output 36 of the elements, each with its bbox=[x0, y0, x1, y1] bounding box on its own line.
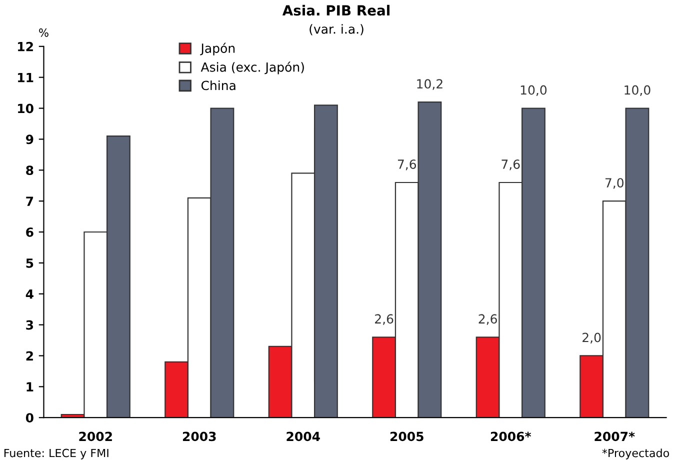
y-tick-label: 0 bbox=[26, 413, 34, 423]
legend-label: Asia (exc. Japón) bbox=[200, 62, 304, 74]
y-tick-label: 3 bbox=[26, 320, 34, 330]
legend-label: China bbox=[201, 80, 236, 90]
text: *Proyectado bbox=[602, 448, 670, 460]
x-tick-label: 2003 bbox=[182, 432, 216, 442]
data-label: 10,0 bbox=[520, 85, 547, 96]
x-tick-label: 2005 bbox=[390, 432, 424, 442]
y-tick-label: 2 bbox=[26, 351, 33, 360]
source-note: Fuente: LECE y FMI bbox=[4, 448, 108, 460]
data-label: 2,6 bbox=[375, 314, 394, 325]
y-tick-label: 9 bbox=[26, 134, 34, 144]
y-axis-title: % bbox=[39, 28, 48, 37]
data-label: 2,0 bbox=[582, 332, 601, 344]
y-tick-label: 10 bbox=[18, 104, 34, 114]
y-tick-label: 7 bbox=[26, 196, 34, 206]
legend-label: Japón bbox=[200, 42, 235, 56]
y-tick-label: 8 bbox=[26, 166, 34, 176]
data-label: 10,0 bbox=[624, 85, 650, 96]
data-label: 2,6 bbox=[478, 314, 497, 325]
x-tick-label: 2004 bbox=[286, 432, 320, 442]
chart-subtitle: (var. i.a.) bbox=[310, 24, 364, 36]
x-tick-label: 2002 bbox=[79, 432, 112, 442]
y-tick-label: 5 bbox=[26, 258, 34, 268]
x-tick-label: 2006* bbox=[490, 432, 532, 442]
data-label: 10,2 bbox=[417, 79, 442, 90]
y-tick-label: 6 bbox=[26, 227, 34, 237]
data-label: 7,6 bbox=[398, 160, 416, 170]
y-tick-label: 4 bbox=[26, 290, 34, 299]
y-tick-label: 1 bbox=[26, 382, 34, 392]
y-tick-label: 12 bbox=[18, 42, 33, 52]
chart-title: Asia. PIB Real bbox=[282, 4, 390, 16]
y-tick-label: 11 bbox=[18, 72, 34, 82]
x-tick-label: 2007* bbox=[594, 432, 635, 442]
data-label: 7,6 bbox=[502, 160, 520, 170]
data-label: 7,0 bbox=[605, 178, 624, 189]
